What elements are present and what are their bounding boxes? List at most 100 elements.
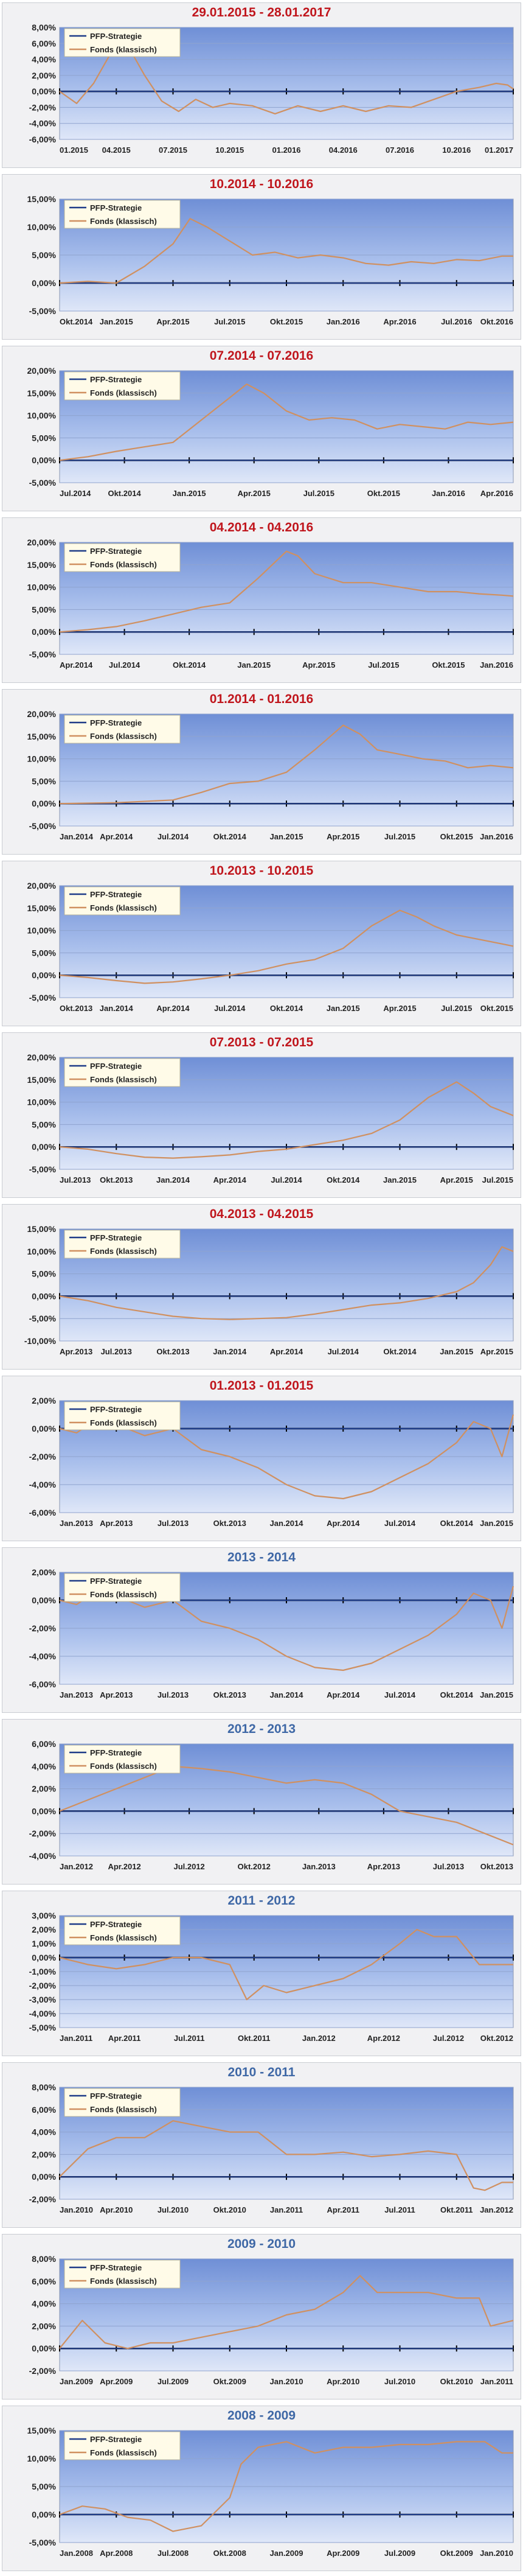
y-tick-label: -5,00% (29, 2023, 57, 2032)
chart-title: 2011 - 2012 (227, 1894, 296, 1908)
legend: PFP-Strategie Fonds (klassisch) (64, 371, 181, 401)
x-tick-label: Okt.2014 (213, 832, 247, 841)
chart-panel: 07.2014 - 07.2016 20,00% 15,00% 10,00% 5,00%… (2, 346, 521, 511)
x-tick-label: 10.2015 (215, 145, 244, 155)
x-tick-label: Okt.2015 (432, 660, 465, 670)
y-tick-label: 4,00% (32, 2127, 56, 2137)
y-tick-label: 20,00% (27, 367, 57, 376)
x-tick-label: Jan.2015 (100, 317, 133, 326)
line-chart: 6,00% 4,00% 2,00% 0,00% -2,00% -4,00%Jan.2012… (29, 1740, 514, 1871)
x-tick-label: Apr.2016 (480, 489, 513, 498)
x-tick-label: Jul.2012 (173, 1862, 204, 1871)
x-tick-label: Jan.2010 (270, 2377, 303, 2386)
legend-box (64, 2088, 181, 2117)
x-tick-label: Okt.2012 (238, 1862, 271, 1871)
y-tick-label: 20,00% (27, 539, 57, 547)
y-tick-label: -4,00% (29, 1851, 57, 1861)
x-tick-label: Jul.2014 (109, 660, 140, 670)
line-chart: 8,00% 6,00% 4,00% 2,00% 0,00% -2,00%Jan.2010 A… (29, 2084, 514, 2214)
y-tick-label: 10,00% (27, 926, 57, 936)
y-tick-label: 5,00% (32, 948, 56, 957)
chart-panel: 2008 - 2009 15,00% 10,00% 5,00% 0,00% -5,00% J… (2, 2406, 521, 2571)
x-tick-label: Jul.2014 (384, 1690, 416, 1699)
y-tick-label: 8,00% (32, 24, 56, 32)
x-tick-label: Okt.2014 (383, 1347, 417, 1356)
chart-title: 07.2014 - 07.2016 (209, 349, 314, 363)
x-tick-label: Jan.2012 (302, 2034, 336, 2043)
chart-panel: 04.2014 - 04.2016 20,00% 15,00% 10,00% 5,00%… (2, 517, 521, 683)
chart-panel: 01.2013 - 01.2015 2,00% 0,00% -2,00% -4,00% -… (2, 1376, 521, 1541)
legend-box (64, 715, 181, 744)
x-tick-label: Apr.2014 (327, 1519, 360, 1528)
y-tick-label: 2,00% (32, 71, 56, 80)
x-tick-label: Jan.2016 (432, 489, 465, 498)
x-tick-label: Jan.2016 (480, 832, 513, 841)
y-tick-label: 0,00% (32, 1953, 56, 1962)
x-tick-label: Jan.2015 (270, 832, 303, 841)
y-tick-label: -4,00% (29, 2009, 57, 2018)
series-line-fonds (59, 1928, 513, 2001)
line-chart: 20,00%15,00%10,00%5,00%0,00%-5,00%Okt.20… (27, 882, 514, 1013)
x-tick-label: Okt.2013 (213, 1519, 246, 1528)
y-tick-label: 0,00% (32, 1806, 56, 1816)
x-tick-label: 07.2015 (159, 145, 187, 155)
chart-panel: 2011 - 2012 3,00% 2,00% 1,00% 0,00% -1,00% -2,… (2, 1891, 521, 2056)
y-tick-label: 5,00% (32, 604, 56, 614)
x-tick-label: Okt.2015 (480, 1004, 513, 1013)
line-chart: 2,00% 0,00% -2,00% -4,00% -6,00%Jan.2013 Apr.… (29, 1397, 514, 1528)
x-tick-label: Apr.2016 (383, 317, 416, 326)
y-tick-label: 15,00% (27, 1225, 57, 1234)
x-tick-label: Jan.2013 (302, 1862, 336, 1871)
legend-box (64, 2259, 181, 2289)
legend-label-fonds: Fonds (klassisch) (90, 903, 157, 912)
y-tick-label: 10,00% (27, 222, 57, 232)
chart-panel: 01.2014 - 01.2016 20,00% 15,00% 10,00% 5,00%… (2, 689, 521, 855)
y-tick-label: 2,00% (32, 1925, 56, 1934)
x-tick-label: Okt.2009 (440, 2549, 473, 2558)
x-tick-label: 01.2017 (485, 145, 513, 155)
series-line-fonds (59, 383, 514, 461)
series-line-fonds (59, 1081, 514, 1159)
y-tick-label: -3,00% (29, 1995, 57, 2004)
legend-box (64, 371, 181, 401)
x-tick-label: Okt.2010 (213, 2205, 246, 2214)
x-tick-label: Jan.2009 (60, 2377, 93, 2386)
y-tick-label: 20,00% (27, 882, 57, 891)
y-tick-label: -10,00% (24, 1336, 57, 1346)
x-tick-label: Jul.2016 (441, 317, 472, 326)
x-tick-label: Apr.2014 (213, 1175, 247, 1185)
x-tick-label: Apr.2014 (327, 1690, 360, 1699)
y-tick-label: -5,00% (29, 478, 57, 488)
x-tick-label: Apr.2011 (327, 2205, 360, 2214)
legend: PFP-Strategie Fonds (klassisch) (64, 886, 181, 915)
y-tick-label: -2,00% (29, 1981, 57, 1990)
x-tick-label: Jul.2014 (60, 489, 91, 498)
y-tick-label: 15,00% (27, 1075, 57, 1085)
legend-box (64, 1401, 181, 1430)
y-tick-label: 2,00% (32, 1397, 56, 1405)
x-tick-label: Jul.2015 (384, 832, 415, 841)
y-tick-label: 10,00% (27, 1247, 57, 1256)
x-tick-label: Jul.2013 (158, 1690, 189, 1699)
legend-label-fonds: Fonds (klassisch) (90, 2105, 157, 2114)
y-tick-label: -5,00% (29, 649, 57, 659)
legend-box (64, 1745, 181, 1774)
y-tick-label: 0,00% (32, 278, 56, 288)
y-tick-label: 0,00% (32, 2172, 56, 2182)
x-tick-label: Jul.2013 (433, 1862, 464, 1871)
y-tick-label: 8,00% (32, 2255, 56, 2264)
series-line-fonds (59, 1246, 514, 1320)
y-tick-label: 0,00% (32, 1291, 56, 1301)
y-tick-label: 0,00% (32, 970, 56, 980)
y-tick-label: 6,00% (32, 1740, 56, 1749)
y-tick-label: 5,00% (32, 250, 56, 260)
legend-label-pfp: PFP-Strategie (90, 1577, 142, 1586)
legend-label-pfp: PFP-Strategie (90, 1748, 142, 1757)
y-tick-label: 10,00% (27, 754, 57, 764)
series-line-fonds (59, 2441, 513, 2532)
y-tick-label: -5,00% (29, 306, 57, 316)
x-tick-label: Apr.2009 (100, 2377, 133, 2386)
x-tick-label: Okt.2014 (440, 1690, 474, 1699)
x-tick-label: Okt.2011 (238, 2034, 271, 2043)
line-chart: 2,00% 0,00% -2,00% -4,00% -6,00%Jan.2013 Apr.… (29, 1569, 514, 1699)
